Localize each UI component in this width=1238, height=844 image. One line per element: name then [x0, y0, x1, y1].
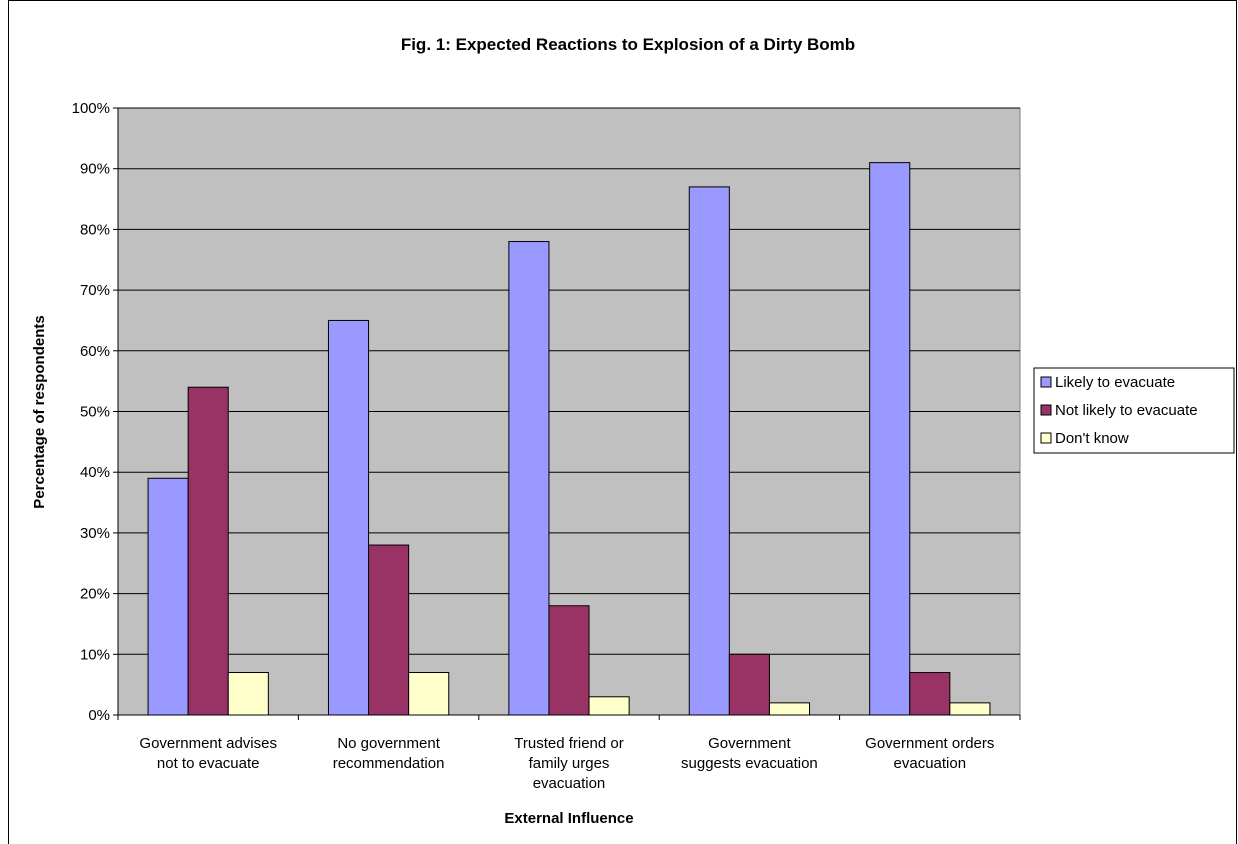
- bar: [909, 672, 951, 716]
- bar: [368, 544, 410, 716]
- legend-box: [1033, 367, 1235, 454]
- y-tick-label: 0%: [88, 707, 110, 724]
- x-axis-title: External Influence: [504, 810, 633, 827]
- x-category-label: evacuation: [533, 775, 606, 792]
- bar: [688, 186, 730, 716]
- x-category-label: Government orders: [865, 735, 994, 752]
- bar: [548, 605, 590, 716]
- x-category-label: recommendation: [333, 755, 445, 772]
- bars: [147, 162, 991, 716]
- bar: [588, 696, 630, 716]
- legend-label: Likely to evacuate: [1055, 374, 1175, 391]
- x-category-label: Trusted friend or: [514, 735, 624, 752]
- bar: [147, 477, 189, 716]
- bar: [408, 672, 450, 716]
- x-category-labels: Government advises not to evacuate No gove…: [139, 735, 994, 792]
- bar: [869, 162, 911, 716]
- bar: [728, 653, 770, 716]
- x-category-label: not to evacuate: [157, 755, 260, 772]
- y-tick-label: 70%: [80, 282, 110, 299]
- chart-title: Fig. 1: Expected Reactions to Explosion …: [401, 35, 855, 54]
- y-tick-label: 60%: [80, 343, 110, 360]
- x-category-label: evacuation: [894, 755, 967, 772]
- x-category-label: Government: [708, 735, 791, 752]
- y-tick-label: 90%: [80, 161, 110, 178]
- bar: [227, 672, 269, 716]
- legend: Likely to evacuate Not likely to evacuate…: [1033, 367, 1235, 454]
- bar: [768, 702, 811, 716]
- legend-swatch: [1040, 432, 1052, 444]
- bar: [949, 702, 991, 716]
- x-category-label: suggests evacuation: [681, 755, 818, 772]
- legend-swatch: [1040, 404, 1052, 416]
- y-tick-label: 20%: [80, 586, 110, 603]
- y-tick-label: 80%: [80, 221, 110, 238]
- bar: [508, 241, 550, 716]
- x-category-label: family urges: [529, 755, 610, 772]
- axes: [113, 107, 1021, 720]
- y-axis-title: Percentage of respondents: [31, 315, 48, 508]
- y-tick-labels: 0% 10% 20% 30% 40% 50% 60% 70% 80% 90% 100%: [72, 100, 110, 724]
- legend-label: Don't know: [1055, 430, 1129, 447]
- y-tick-label: 100%: [72, 100, 110, 117]
- legend-label: Not likely to evacuate: [1055, 402, 1198, 419]
- legend-swatch: [1040, 376, 1052, 388]
- bar: [187, 386, 229, 716]
- chart-frame: [8, 0, 1237, 844]
- y-tick-label: 30%: [80, 525, 110, 542]
- bar: [327, 319, 370, 716]
- x-category-label: Government advises: [139, 735, 277, 752]
- y-tick-label: 40%: [80, 464, 110, 481]
- y-tick-label: 50%: [80, 404, 110, 421]
- x-category-label: No government: [337, 735, 440, 752]
- y-tick-label: 10%: [80, 646, 110, 663]
